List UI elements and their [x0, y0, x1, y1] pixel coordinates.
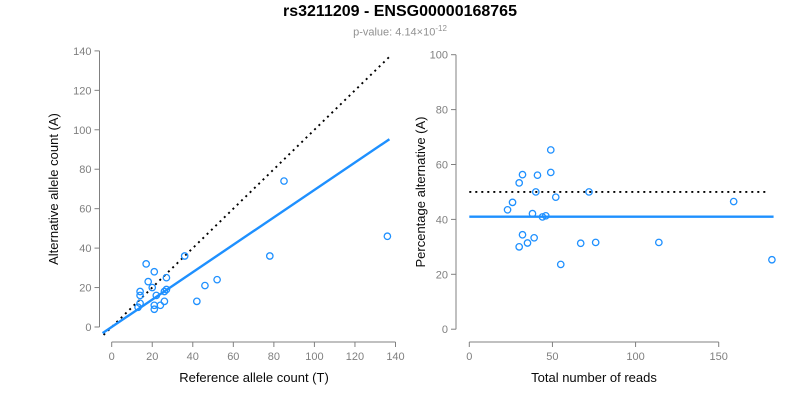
data-point [515, 243, 524, 251]
y-tick-label: 0 [85, 322, 91, 334]
data-point [541, 211, 550, 220]
x-tick-label: 0 [109, 351, 115, 363]
right-x-axis-title: Total number of reads [531, 370, 657, 385]
data-point [180, 252, 189, 260]
fit-line [101, 138, 391, 335]
y-tick-label: 120 [73, 85, 91, 97]
percentage-alternative-plot: 0 20 40 60 80 100 0 50 100 150 [430, 50, 776, 363]
data-point [148, 283, 157, 292]
left-x-axis-title: Reference allele count (T) [179, 370, 329, 385]
data-point [280, 177, 288, 185]
data-point [729, 197, 738, 206]
data-point [160, 297, 169, 306]
data-point [585, 188, 593, 196]
y-tick-label: 80 [436, 105, 448, 117]
figure-title: rs3211209 - ENSG00000168765 [283, 3, 517, 20]
y-tick-label: 40 [436, 214, 448, 226]
data-point [265, 252, 274, 260]
data-point [768, 255, 776, 264]
y-tick-label: 60 [436, 160, 448, 172]
data-point [591, 238, 600, 247]
data-point [523, 239, 532, 247]
data-point [531, 188, 540, 196]
data-point [144, 277, 153, 286]
data-point [134, 303, 142, 312]
data-point [546, 168, 555, 177]
pvalue-subtitle: p-value: 4.14×10-12 [0, 24, 800, 39]
allele-counts-plot: 0 20 40 60 80 100 120 140 0 20 40 60 80 100 120 140 [73, 46, 405, 363]
data-point [142, 260, 151, 268]
data-point [546, 146, 555, 154]
data-point [533, 171, 542, 180]
data-point [538, 213, 547, 221]
x-tick-label: 20 [146, 351, 158, 363]
identity-line [102, 55, 392, 336]
data-point [551, 193, 560, 202]
y-axis: 0 20 40 60 80 100 120 140 [73, 46, 100, 334]
data-point [383, 232, 392, 241]
data-point [556, 260, 565, 269]
x-axis: 0 50 100 150 [466, 341, 728, 363]
data-point [150, 305, 159, 314]
x-tick-label: 120 [346, 351, 364, 363]
y-tick-label: 20 [79, 283, 91, 295]
data-point [192, 297, 201, 306]
data-point [576, 239, 585, 248]
x-tick-label: 140 [386, 351, 404, 363]
data-point [162, 285, 171, 294]
pvalue-exponent: -12 [435, 24, 447, 33]
data-point [136, 299, 144, 308]
data-point [528, 209, 537, 218]
data-point [136, 291, 144, 300]
x-tick-label: 60 [227, 351, 239, 363]
data-point [530, 233, 538, 242]
y-axis: 0 20 40 60 80 100 [430, 50, 457, 336]
data-point [518, 170, 527, 179]
left-y-axis-title: Alternative allele count (A) [46, 113, 61, 265]
y-tick-label: 140 [73, 46, 91, 58]
x-tick-label: 100 [305, 351, 323, 363]
y-tick-label: 80 [79, 164, 91, 176]
y-tick-label: 60 [79, 204, 91, 216]
data-point [654, 238, 663, 247]
y-tick-label: 100 [73, 125, 91, 137]
y-tick-label: 20 [436, 269, 448, 281]
x-tick-label: 100 [626, 351, 644, 363]
data-point [515, 179, 524, 187]
x-tick-label: 40 [187, 351, 199, 363]
pvalue-text: p-value: 4.14×10 [353, 26, 436, 39]
data-point [160, 287, 169, 296]
y-tick-label: 100 [430, 50, 448, 62]
data-point [152, 291, 161, 300]
data-point [508, 198, 517, 207]
data-point [213, 275, 221, 284]
x-tick-label: 50 [546, 351, 558, 363]
x-tick-label: 150 [710, 351, 728, 363]
x-axis: 0 20 40 60 80 100 120 140 [109, 341, 405, 363]
y-tick-label: 0 [442, 324, 448, 336]
data-point [518, 230, 527, 239]
data-point [136, 287, 144, 296]
data-point [201, 281, 209, 290]
data-point [156, 301, 165, 310]
y-tick-label: 40 [79, 243, 91, 255]
right-y-axis-title: Percentage alternative (A) [413, 116, 428, 268]
data-point [503, 205, 512, 214]
x-tick-label: 0 [466, 351, 472, 363]
data-point [162, 273, 171, 282]
x-tick-label: 80 [268, 351, 280, 363]
data-point [150, 267, 159, 276]
